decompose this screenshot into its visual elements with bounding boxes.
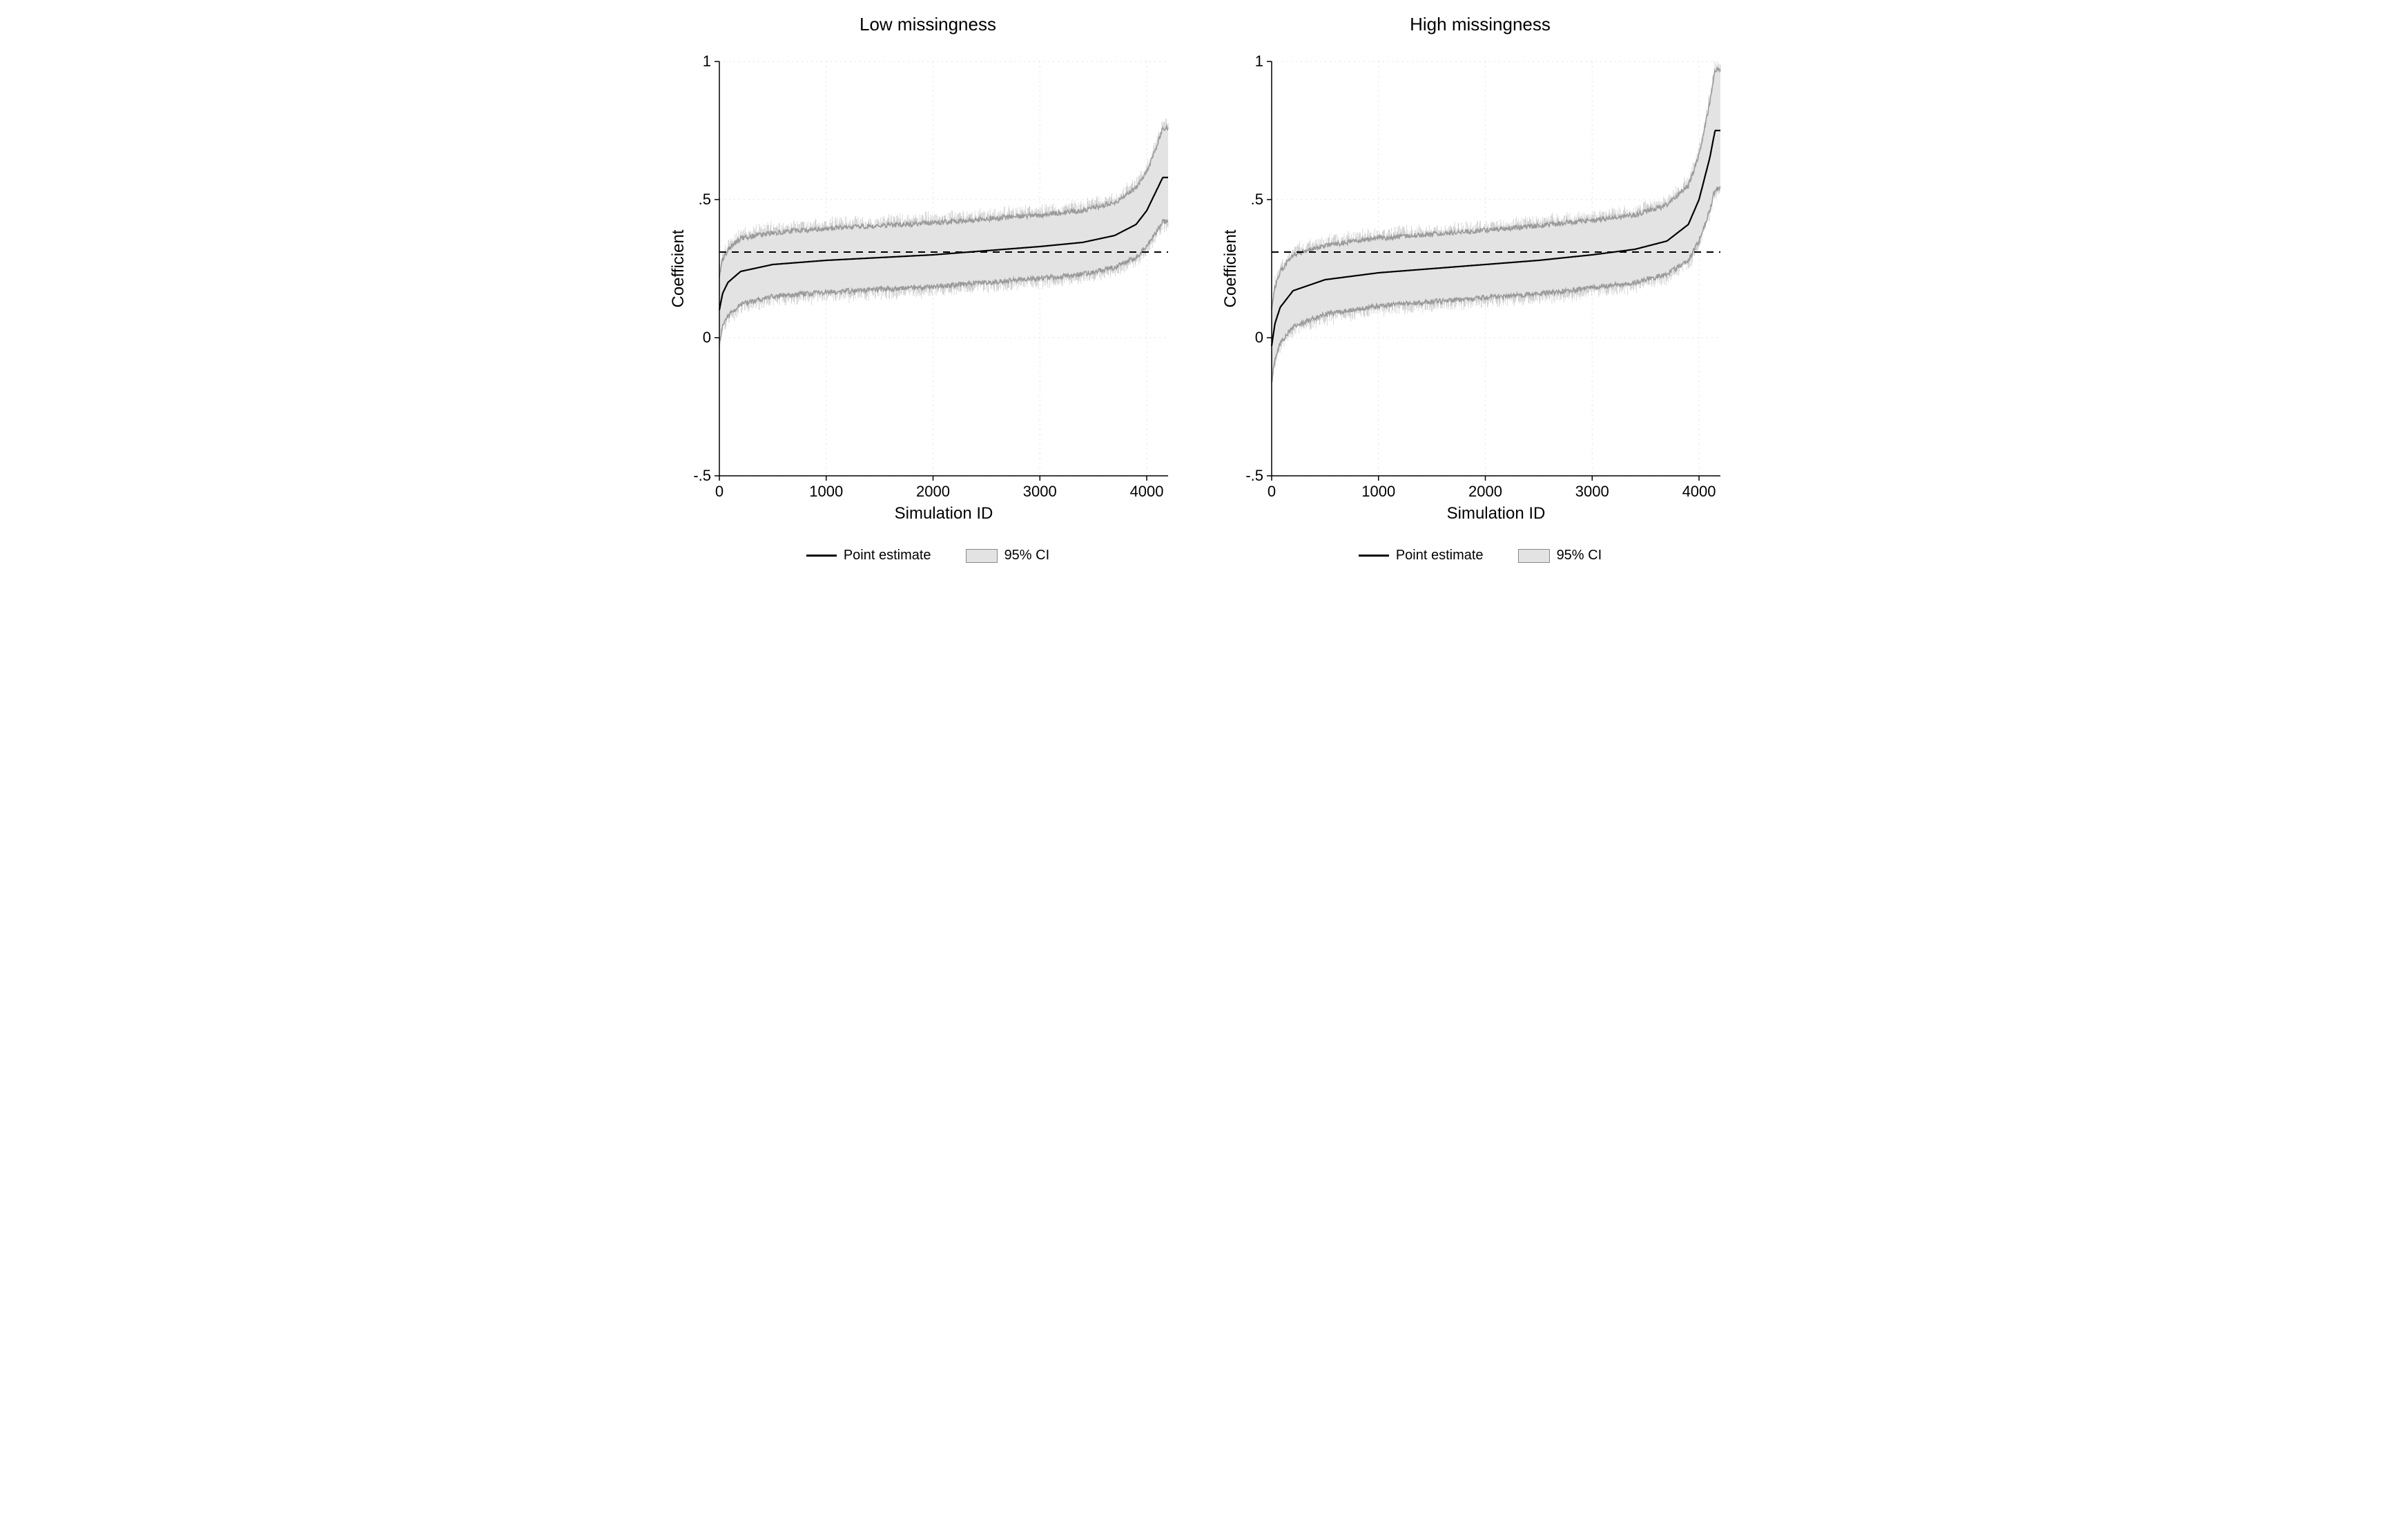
svg-text:.5: .5	[1251, 191, 1263, 208]
legend-low: Point estimate 95% CI	[806, 548, 1049, 564]
legend-ci-label: 95% CI	[1557, 548, 1602, 564]
panel-title-high: High missingness	[1410, 14, 1551, 35]
legend-point-label: Point estimate	[1396, 548, 1484, 564]
svg-text:0: 0	[703, 329, 711, 346]
svg-text:Coefficient: Coefficient	[669, 229, 688, 307]
legend-box-icon	[1518, 549, 1550, 563]
legend-point-label: Point estimate	[844, 548, 931, 564]
legend-high: Point estimate 95% CI	[1359, 548, 1602, 564]
panel-low: Low missingness -.50.5101000200030004000…	[666, 14, 1190, 564]
panel-high: High missingness -.5 0 .5 1 0 1000 2000 3000 400…	[1218, 14, 1742, 564]
svg-text:1000: 1000	[809, 483, 843, 500]
svg-text:-.5: -.5	[1245, 467, 1263, 484]
svg-text:.5: .5	[699, 191, 711, 208]
svg-text:4000: 4000	[1130, 483, 1164, 500]
panel-title-low: Low missingness	[860, 14, 996, 35]
legend-point-estimate: Point estimate	[806, 548, 931, 564]
chart-low: -.50.5101000200030004000Simulation IDCoe…	[666, 41, 1190, 538]
legend-box-icon	[966, 549, 998, 563]
legend-ci: 95% CI	[966, 548, 1050, 564]
legend-line-icon	[1359, 555, 1389, 557]
svg-text:1000: 1000	[1361, 483, 1395, 500]
svg-text:2000: 2000	[916, 483, 950, 500]
svg-text:3000: 3000	[1023, 483, 1057, 500]
svg-text:4000: 4000	[1682, 483, 1716, 500]
svg-text:0: 0	[1268, 483, 1276, 500]
svg-text:2000: 2000	[1468, 483, 1502, 500]
svg-text:-.5: -.5	[693, 467, 711, 484]
svg-text:3000: 3000	[1575, 483, 1609, 500]
legend-ci: 95% CI	[1518, 548, 1602, 564]
svg-text:0: 0	[715, 483, 724, 500]
svg-text:Simulation ID: Simulation ID	[895, 504, 993, 523]
svg-text:1: 1	[1255, 52, 1263, 70]
legend-line-icon	[806, 555, 837, 557]
legend-ci-label: 95% CI	[1004, 548, 1050, 564]
svg-text:1: 1	[703, 52, 711, 70]
svg-text:Coefficient: Coefficient	[1221, 229, 1240, 307]
svg-text:0: 0	[1255, 329, 1263, 346]
chart-high: -.5 0 .5 1 0 1000 2000 3000 4000 Simulation ID Coe…	[1218, 41, 1742, 538]
legend-point-estimate: Point estimate	[1359, 548, 1484, 564]
figure-container: Low missingness -.50.5101000200030004000…	[14, 14, 2394, 564]
svg-text:Simulation ID: Simulation ID	[1447, 504, 1546, 523]
